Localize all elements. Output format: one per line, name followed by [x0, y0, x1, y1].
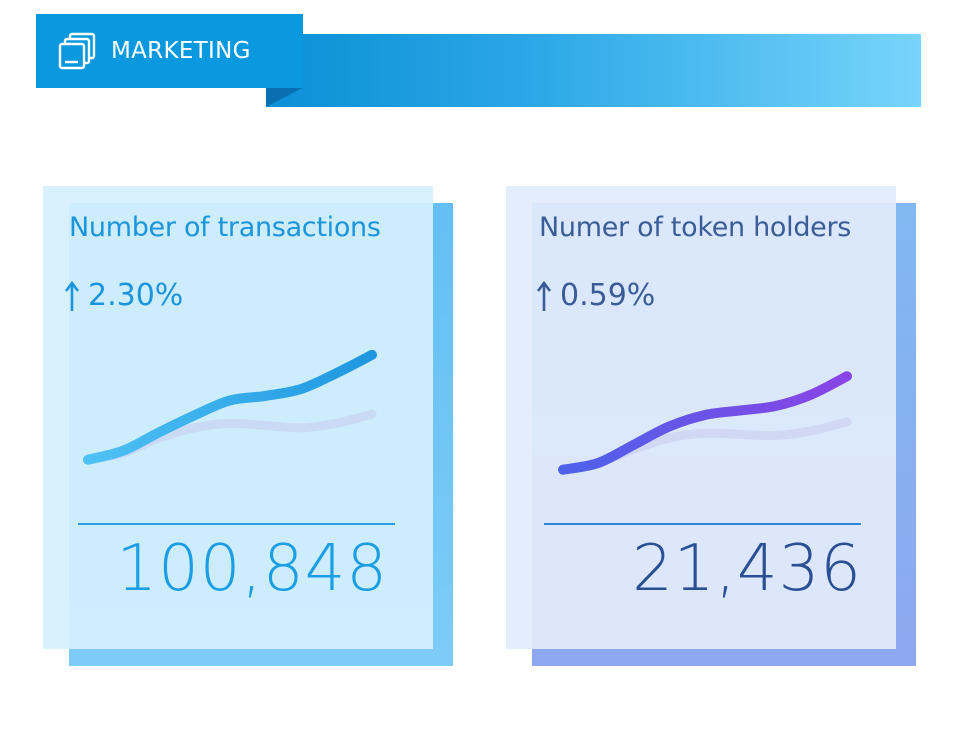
card-title: Numer of token holders — [539, 212, 852, 243]
arrow-up-icon — [64, 280, 80, 311]
card-divider — [544, 523, 861, 525]
token-holders-count: 21,436 — [632, 532, 862, 606]
card-title: Number of transactions — [69, 212, 381, 243]
transactions-count: 100,848 — [116, 532, 388, 606]
trend-sparkline — [558, 371, 852, 475]
header-banner-fold — [266, 88, 302, 107]
header-title: MARKETING — [111, 38, 251, 64]
change-indicator: 2.30% — [64, 278, 183, 313]
change-percentage: 2.30% — [88, 278, 184, 313]
stacked-windows-icon — [58, 32, 96, 70]
arrow-up-icon — [536, 280, 552, 311]
sparkline-main-series — [558, 371, 852, 475]
change-indicator: 0.59% — [536, 278, 655, 313]
sparkline-main-series — [83, 349, 377, 465]
header-tab: MARKETING — [36, 14, 303, 88]
card-divider — [78, 523, 395, 525]
header-banner — [266, 34, 921, 107]
change-percentage: 0.59% — [560, 278, 656, 313]
trend-sparkline — [83, 349, 377, 465]
